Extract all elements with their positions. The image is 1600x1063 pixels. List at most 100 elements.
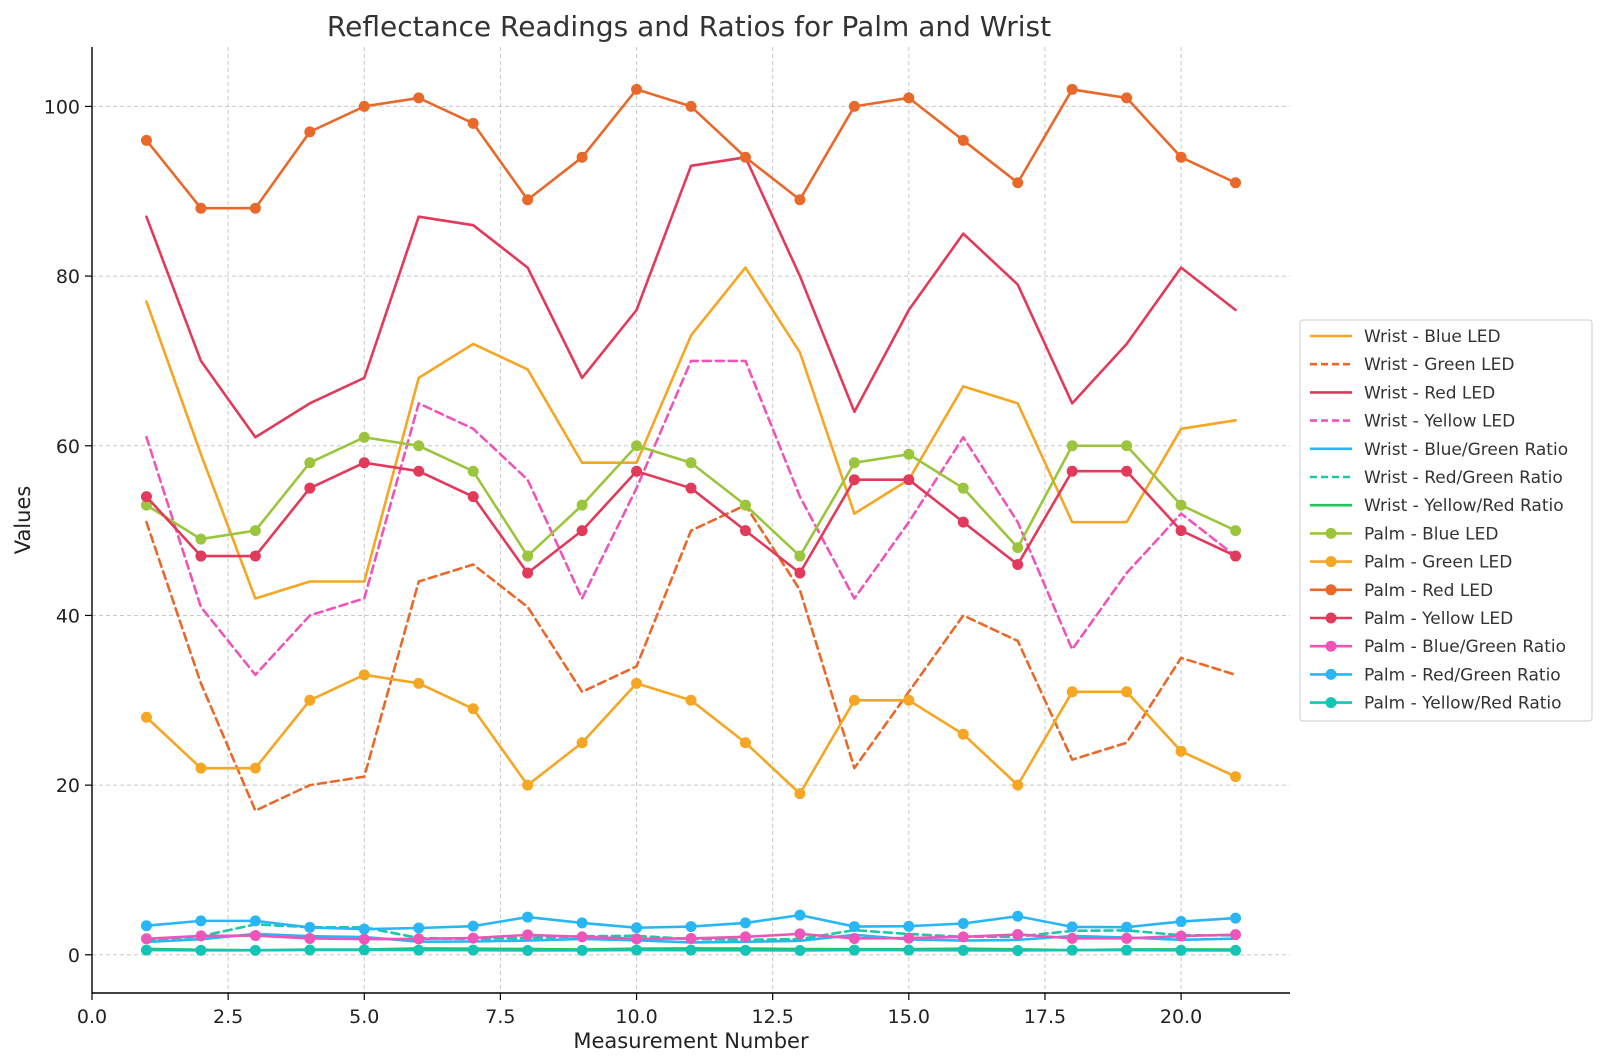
data-point-palm-blue-led — [903, 448, 915, 460]
grid — [91, 47, 1290, 993]
data-point-palm-red-led — [903, 92, 915, 104]
data-point-palm-green-led — [304, 694, 316, 706]
data-point-palm-red-led — [195, 202, 207, 214]
data-point-palm-blue-green-ratio — [195, 930, 207, 942]
data-point-palm-blue-led — [1066, 440, 1078, 452]
data-point-palm-blue-green-ratio — [903, 932, 915, 944]
data-point-palm-red-green-ratio — [1230, 912, 1242, 924]
data-point-palm-blue-green-ratio — [358, 933, 370, 945]
data-point-palm-green-led — [140, 711, 152, 723]
data-point-palm-green-led — [467, 703, 479, 715]
data-point-palm-red-led — [685, 100, 697, 112]
data-point-palm-blue-led — [1012, 542, 1024, 554]
data-point-palm-yellow-led — [304, 482, 316, 494]
x-tick-label: 12.5 — [752, 1006, 794, 1028]
data-point-palm-blue-led — [685, 457, 697, 469]
data-point-palm-green-led — [195, 762, 207, 774]
y-tick-label: 60 — [56, 436, 80, 458]
data-point-palm-red-led — [1121, 92, 1133, 104]
data-point-palm-red-green-ratio — [1066, 921, 1078, 933]
data-point-palm-red-green-ratio — [304, 921, 316, 933]
data-point-palm-yellow-led — [631, 465, 643, 477]
data-point-palm-blue-led — [249, 525, 261, 537]
data-point-palm-blue-led — [631, 440, 643, 452]
data-point-palm-red-green-ratio — [794, 909, 806, 921]
data-point-palm-red-green-ratio — [358, 923, 370, 935]
data-point-palm-blue-green-ratio — [522, 929, 534, 941]
data-point-palm-blue-led — [467, 465, 479, 477]
data-point-palm-green-led — [903, 694, 915, 706]
data-point-palm-yellow-red-ratio — [957, 944, 969, 956]
data-point-palm-yellow-led — [794, 567, 806, 579]
data-point-palm-blue-green-ratio — [1230, 929, 1242, 941]
data-point-palm-red-led — [467, 117, 479, 129]
legend-label-wrist-yellow-led: Wrist - Yellow LED — [1364, 412, 1515, 432]
data-point-palm-yellow-red-ratio — [249, 944, 261, 956]
legend-marker-palm-red-green-ratio — [1325, 668, 1337, 680]
ticks: 0.0 2.5 5.0 7.5 10.0 12.5 15.0 17.5 20.0 0 20 40 60 8… — [44, 96, 1203, 1028]
data-point-palm-yellow-red-ratio — [631, 944, 643, 956]
data-point-palm-yellow-red-ratio — [576, 944, 588, 956]
legend: Wrist - Blue LED Wrist - Green LED Wrist -… — [1299, 319, 1593, 722]
legend-marker-palm-blue-green-ratio — [1325, 640, 1337, 652]
legend-label-palm-blue-green-ratio: Palm - Blue/Green Ratio — [1364, 637, 1566, 657]
data-point-palm-red-led — [1012, 177, 1024, 189]
data-point-palm-yellow-red-ratio — [1121, 944, 1133, 956]
data-point-palm-red-green-ratio — [685, 921, 697, 933]
data-point-palm-blue-green-ratio — [1012, 928, 1024, 940]
data-point-palm-green-led — [685, 694, 697, 706]
data-point-palm-red-led — [794, 194, 806, 206]
data-point-palm-yellow-led — [1066, 465, 1078, 477]
legend-marker-palm-yellow-led — [1325, 612, 1337, 624]
legend-label-palm-yellow-red-ratio: Palm - Yellow/Red Ratio — [1364, 694, 1562, 714]
legend-label-palm-red-green-ratio: Palm - Red/Green Ratio — [1364, 665, 1561, 685]
data-point-palm-yellow-led — [1121, 465, 1133, 477]
data-point-palm-red-green-ratio — [413, 922, 425, 934]
data-point-palm-yellow-red-ratio — [1066, 944, 1078, 956]
legend-label-palm-blue-led: Palm - Blue LED — [1364, 524, 1498, 544]
x-tick-label: 20.0 — [1160, 1006, 1202, 1028]
data-point-palm-red-led — [1230, 177, 1242, 189]
data-point-palm-green-led — [522, 779, 534, 791]
data-point-palm-green-led — [794, 788, 806, 800]
data-point-palm-yellow-red-ratio — [903, 944, 915, 956]
data-point-palm-blue-green-ratio — [848, 932, 860, 944]
series-layer — [140, 83, 1242, 956]
data-point-palm-red-green-ratio — [1121, 921, 1133, 933]
data-point-palm-yellow-led — [358, 457, 370, 469]
legend-label-palm-red-led: Palm - Red LED — [1364, 581, 1493, 601]
y-tick-label: 40 — [56, 605, 80, 627]
data-point-palm-blue-green-ratio — [249, 930, 261, 942]
data-point-palm-blue-green-ratio — [631, 933, 643, 945]
data-point-palm-green-led — [1230, 771, 1242, 783]
x-tick-label: 7.5 — [485, 1006, 515, 1028]
data-point-palm-blue-led — [848, 457, 860, 469]
data-point-palm-blue-led — [1175, 499, 1187, 511]
data-point-palm-red-led — [413, 92, 425, 104]
data-point-palm-red-green-ratio — [140, 920, 152, 932]
data-point-palm-yellow-red-ratio — [1012, 944, 1024, 956]
data-point-palm-red-led — [140, 134, 152, 146]
data-point-palm-green-led — [848, 694, 860, 706]
data-point-palm-yellow-led — [576, 525, 588, 537]
data-point-palm-red-led — [576, 151, 588, 163]
series-line-wrist-green-led — [145, 503, 1237, 812]
data-point-palm-blue-green-ratio — [1175, 930, 1187, 942]
legend-label-wrist-blue-green-ratio: Wrist - Blue/Green Ratio — [1364, 440, 1568, 460]
data-point-palm-blue-led — [140, 499, 152, 511]
data-point-palm-red-led — [1066, 83, 1078, 95]
data-point-palm-yellow-red-ratio — [1230, 944, 1242, 956]
x-tick-label: 15.0 — [888, 1006, 930, 1028]
data-point-palm-blue-green-ratio — [467, 932, 479, 944]
data-point-palm-yellow-red-ratio — [685, 944, 697, 956]
data-point-palm-blue-led — [794, 550, 806, 562]
data-point-palm-yellow-red-ratio — [358, 944, 370, 956]
y-tick-label: 0 — [68, 945, 80, 967]
data-point-palm-blue-led — [358, 431, 370, 443]
data-point-palm-red-green-ratio — [903, 920, 915, 932]
data-point-palm-yellow-led — [1230, 550, 1242, 562]
data-point-palm-red-green-ratio — [631, 922, 643, 934]
series-line-wrist-red-led — [145, 155, 1237, 439]
data-point-palm-green-led — [358, 669, 370, 681]
